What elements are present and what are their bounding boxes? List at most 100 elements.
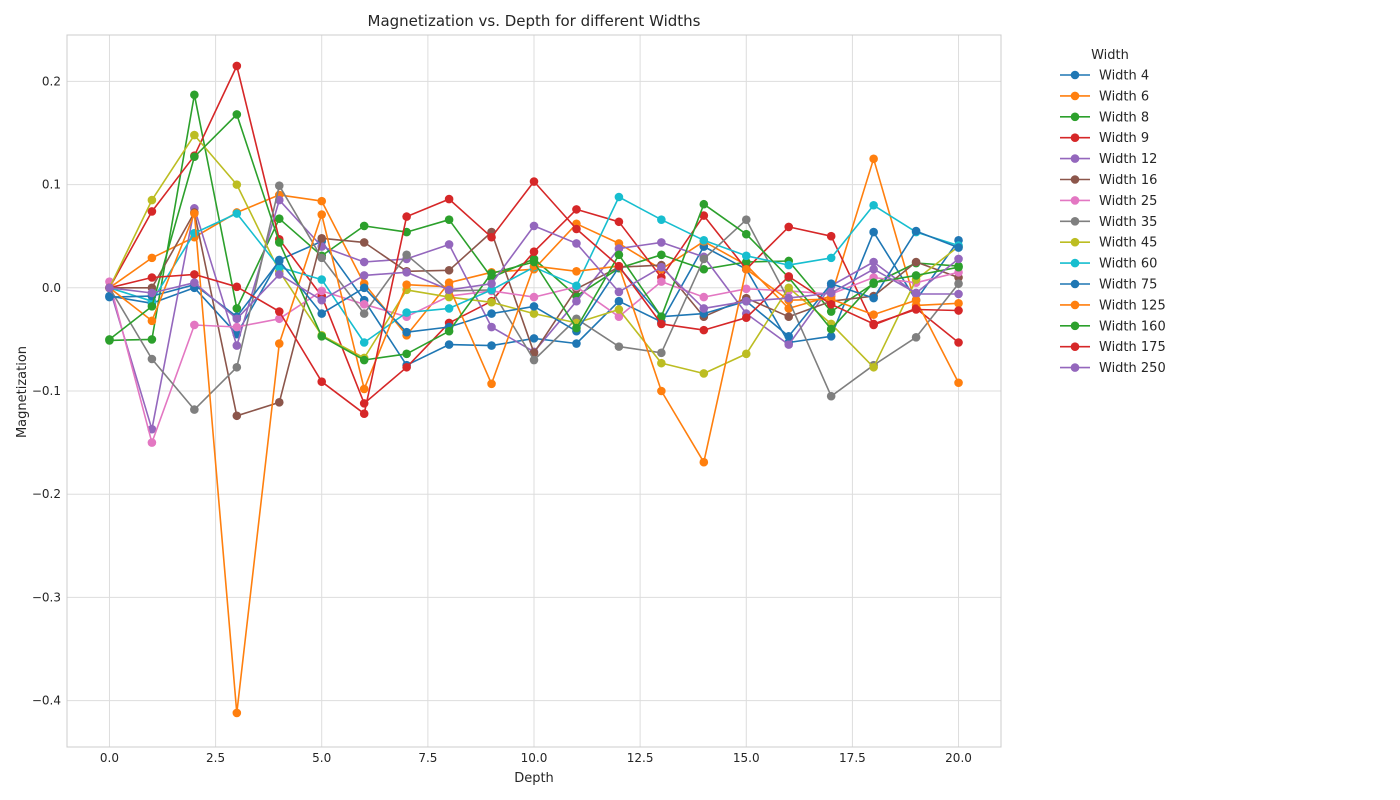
- series-width-160: [105, 110, 963, 365]
- legend-marker: [1070, 133, 1080, 142]
- data-point: [826, 279, 836, 288]
- data-point: [826, 288, 836, 298]
- series-width-250: [105, 221, 963, 324]
- x-axis-label: Depth: [514, 771, 554, 786]
- data-point: [572, 296, 581, 306]
- data-point: [274, 214, 284, 223]
- data-point: [147, 288, 157, 298]
- data-point: [274, 256, 284, 266]
- data-point: [444, 265, 454, 275]
- data-point: [529, 355, 539, 365]
- legend-title: Width: [1091, 48, 1129, 63]
- data-point: [741, 229, 751, 239]
- legend-marker: [1070, 112, 1080, 122]
- legend-label: Width 45: [1099, 236, 1157, 251]
- data-point: [614, 305, 624, 314]
- x-tick-label: 20.0: [945, 751, 972, 765]
- data-point: [614, 217, 624, 227]
- data-point: [317, 210, 327, 219]
- legend-item: Width 45: [1060, 236, 1157, 251]
- legend: Width Width 4 Width 6 Width 8 Width 9 Width …: [1060, 48, 1166, 376]
- data-point: [741, 264, 751, 274]
- data-point: [232, 314, 242, 324]
- data-point: [572, 224, 581, 234]
- data-point: [657, 348, 666, 358]
- data-point: [572, 205, 581, 214]
- legend-item: Width 125: [1060, 298, 1166, 313]
- data-point: [359, 271, 369, 280]
- legend-item: Width 25: [1060, 194, 1157, 209]
- data-point: [359, 257, 369, 267]
- data-point: [402, 362, 411, 372]
- data-point: [699, 236, 709, 245]
- data-point: [826, 231, 836, 241]
- chart-title: Magnetization vs. Depth for different Wi…: [368, 12, 701, 30]
- legend-label: Width 175: [1099, 340, 1166, 355]
- data-point: [869, 293, 878, 303]
- data-point: [657, 312, 666, 322]
- data-point: [869, 227, 878, 237]
- data-point: [487, 279, 496, 288]
- legend-item: Width 60: [1060, 257, 1157, 272]
- data-point: [741, 251, 751, 261]
- data-point: [444, 292, 454, 302]
- legend-marker: [1070, 258, 1080, 268]
- data-point: [784, 222, 794, 232]
- legend-marker: [1070, 217, 1080, 226]
- data-point: [869, 319, 878, 329]
- data-point: [614, 342, 624, 351]
- data-point: [317, 309, 327, 318]
- legend-item: Width 16: [1060, 173, 1157, 188]
- legend-marker: [1070, 196, 1080, 205]
- legend-label: Width 75: [1099, 278, 1157, 293]
- legend-item: Width 160: [1060, 319, 1166, 334]
- data-point: [402, 268, 411, 277]
- data-point: [444, 304, 454, 313]
- data-point: [402, 327, 411, 337]
- data-point: [699, 325, 709, 335]
- data-point: [487, 309, 496, 318]
- data-point: [699, 264, 709, 274]
- series-layer: [105, 61, 963, 718]
- data-point: [359, 338, 369, 347]
- data-point: [190, 228, 199, 238]
- data-point: [274, 270, 284, 279]
- data-point: [190, 270, 199, 279]
- data-point: [784, 260, 794, 270]
- data-point: [741, 257, 751, 267]
- data-point: [190, 320, 199, 330]
- data-point: [147, 195, 157, 205]
- data-point: [317, 286, 327, 296]
- data-point: [614, 250, 624, 260]
- data-point: [741, 313, 751, 323]
- legend-marker: [1070, 237, 1080, 247]
- legend-label: Width 60: [1099, 257, 1157, 272]
- data-point: [784, 293, 794, 303]
- data-point: [232, 322, 242, 332]
- data-point: [147, 438, 157, 447]
- data-point: [699, 254, 709, 264]
- legend-label: Width 4: [1099, 69, 1149, 84]
- data-point: [614, 192, 624, 202]
- data-point: [954, 262, 963, 272]
- y-tick-label: −0.4: [32, 694, 61, 708]
- data-point: [402, 280, 411, 290]
- legend-marker: [1070, 70, 1080, 80]
- data-point: [232, 304, 242, 313]
- data-point: [444, 194, 454, 204]
- data-point: [105, 335, 114, 344]
- data-point: [869, 200, 878, 210]
- data-point: [359, 409, 369, 419]
- x-tick-label: 0.0: [100, 751, 119, 765]
- x-tick-label: 12.5: [627, 751, 654, 765]
- data-point: [954, 243, 963, 252]
- data-point: [190, 278, 199, 287]
- data-point: [614, 312, 624, 322]
- y-tick-label: −0.2: [32, 487, 61, 501]
- data-point: [402, 212, 411, 221]
- data-point: [147, 316, 157, 326]
- legend-marker: [1070, 300, 1080, 310]
- legend-item: Width 4: [1060, 69, 1149, 84]
- data-point: [487, 379, 496, 389]
